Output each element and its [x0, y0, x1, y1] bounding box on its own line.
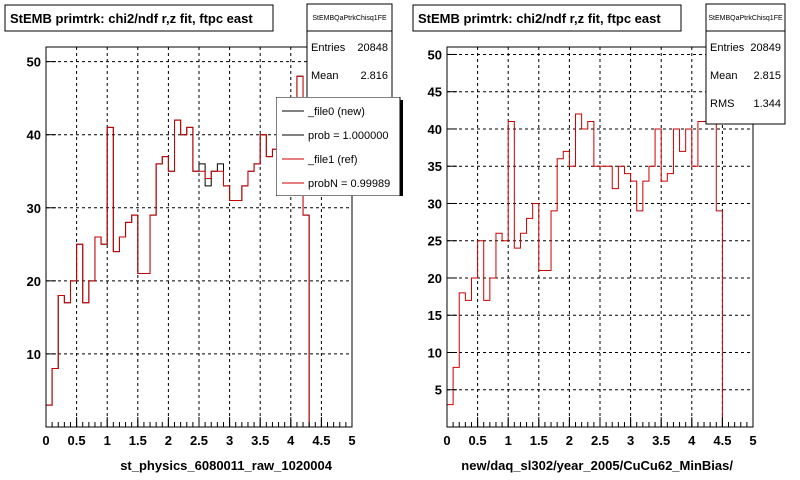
- x-tick-label: 5: [749, 433, 756, 448]
- y-tick-label: 15: [428, 308, 442, 323]
- x-tick-label: 3.5: [652, 433, 670, 448]
- stats-value-entries: 20849: [750, 42, 781, 54]
- x-tick-label: 3.5: [251, 433, 269, 448]
- chart-panel-1: 0 0.5 1 1.5 2 2.5 3 3.5 4 4.5 5 10 20 30 40 50 st_physic…: [4, 3, 403, 473]
- x-tick-label: 0.5: [68, 433, 86, 448]
- histogram-series-1: [45, 75, 310, 427]
- chart-title-box: [4, 4, 274, 32]
- stats-label-mean: Mean: [311, 70, 339, 82]
- y-tick-label: 20: [428, 271, 442, 286]
- stats-value-mean: 2.816: [360, 70, 388, 82]
- legend: _file0 (new) prob = 1.000000 _file1 (ref) p…: [276, 97, 403, 196]
- legend-box: [276, 97, 401, 196]
- x-tick-label: 0.5: [469, 433, 487, 448]
- legend-entry: _file1 (ref): [307, 154, 358, 166]
- x-tick-label: 4.5: [713, 433, 731, 448]
- y-tick-label: 50: [27, 55, 41, 70]
- y-tick-label: 45: [428, 85, 442, 100]
- y-tick-label: 30: [428, 196, 442, 211]
- y-tick-label: 10: [27, 347, 41, 362]
- stats-name: StEMBQaPtrkChisq1FE: [312, 15, 387, 22]
- y-tick-label: 25: [428, 234, 442, 249]
- x-tick-label: 3: [627, 433, 634, 448]
- legend-entry: _file0 (new): [307, 106, 365, 118]
- x-tick-label: 4: [688, 433, 696, 448]
- x-tick-label: 1: [104, 433, 111, 448]
- legend-entry: probN = 0.99989: [308, 178, 390, 190]
- y-tick-label: 50: [428, 47, 442, 62]
- stats-label-entries: Entries: [311, 42, 346, 54]
- x-axis-label: new/daq_sl302/year_2005/CuCu62_MinBias/: [461, 458, 733, 473]
- x-tick-label: 5: [348, 433, 355, 448]
- stats-value-rms: 1.344: [753, 98, 781, 110]
- y-tick-label: 5: [435, 383, 442, 398]
- stats-value-entries: 20848: [357, 42, 388, 54]
- stats-value-mean: 2.815: [753, 70, 781, 82]
- x-tick-label: 1.5: [530, 433, 548, 448]
- stats-box: [705, 3, 786, 125]
- x-tick-label: 2.5: [591, 433, 609, 448]
- y-tick-label: 40: [428, 122, 442, 137]
- histogram-series-1: [446, 68, 723, 427]
- x-tick-label: 0: [443, 433, 450, 448]
- x-tick-label: 1: [505, 433, 512, 448]
- y-tick-label: 35: [428, 159, 442, 174]
- chart-panel-2: 0 0.5 1 1.5 2 2.5 3 3.5 4 4.5 5 5 10 15 20 25 30 35 40 45 50…: [412, 3, 786, 473]
- x-tick-label: 1.5: [129, 433, 147, 448]
- x-tick-label: 2.5: [190, 433, 208, 448]
- stats-name: StEMBQaPtrkChisq1FE: [708, 15, 783, 22]
- y-tick-label: 10: [428, 345, 442, 360]
- histogram-series-2: [45, 75, 310, 427]
- x-axis-label: st_physics_6080011_raw_1020004: [120, 458, 333, 473]
- chart-title-box: [412, 4, 682, 32]
- x-tick-label: 0: [42, 433, 49, 448]
- chart-title: StEMB primtrk: chi2/ndf r,z fit, ftpc ea…: [418, 11, 661, 26]
- legend-entry: prob = 1.000000: [308, 130, 388, 142]
- stats-label-entries: Entries: [710, 42, 745, 54]
- stats-label-mean: Mean: [710, 70, 738, 82]
- chart-title: StEMB primtrk: chi2/ndf r,z fit, ftpc ea…: [10, 11, 253, 26]
- x-tick-label: 2: [165, 433, 172, 448]
- stats-label-rms: RMS: [710, 98, 734, 110]
- y-tick-label: 20: [27, 274, 41, 289]
- x-tick-label: 4: [287, 433, 295, 448]
- x-tick-label: 2: [566, 433, 573, 448]
- x-tick-label: 4.5: [312, 433, 330, 448]
- x-tick-label: 3: [226, 433, 233, 448]
- y-tick-label: 30: [27, 201, 41, 216]
- y-tick-label: 40: [27, 128, 41, 143]
